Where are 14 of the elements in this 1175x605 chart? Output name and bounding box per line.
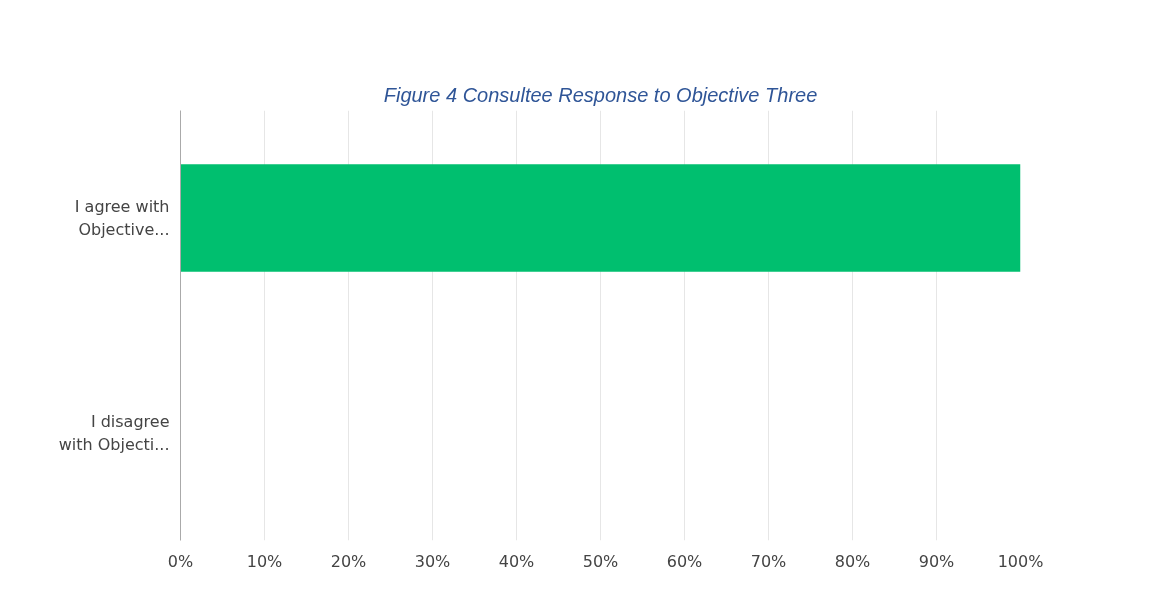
x-tick-label: 10% (246, 551, 283, 571)
x-tick-label: 20% (330, 551, 367, 571)
x-tick-label: 100% (997, 551, 1044, 571)
x-tick-label: 50% (582, 551, 619, 571)
chart-title: Figure 4 Consultee Response to Objective Three (383, 83, 818, 106)
x-tick-label: 70% (750, 551, 787, 571)
x-tick-label: 0% (167, 551, 194, 571)
x-tick-label: 60% (666, 551, 703, 571)
y-tick-label: I disagree with Objecti... (58, 412, 170, 454)
x-tick-label: 40% (498, 551, 535, 571)
x-tick-label: 30% (414, 551, 451, 571)
y-tick-label: I agree with Objective... (74, 197, 170, 239)
x-tick-label: 90% (918, 551, 955, 571)
x-tick-label: 80% (834, 551, 871, 571)
